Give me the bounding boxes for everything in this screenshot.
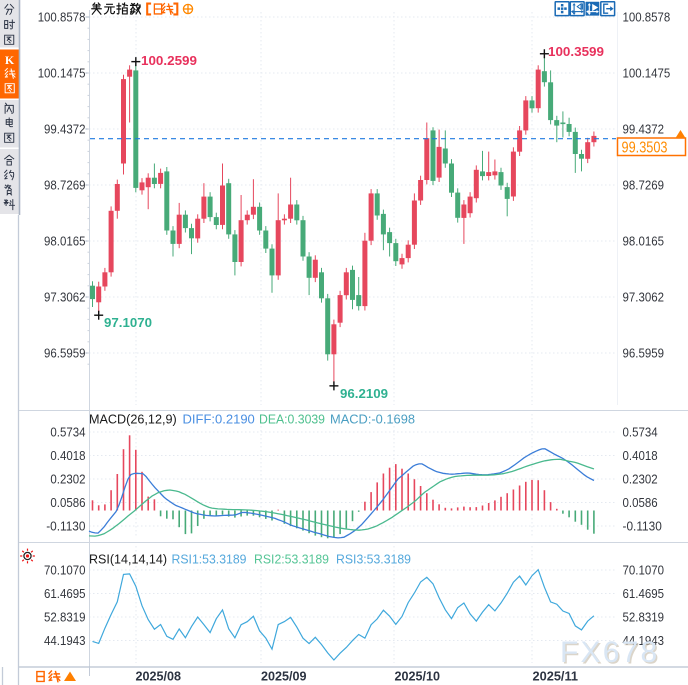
svg-text:98.0165: 98.0165 <box>623 234 665 249</box>
svg-text:99.3503: 99.3503 <box>622 140 668 157</box>
svg-text:100.8578: 100.8578 <box>623 10 671 25</box>
svg-text:100.8578: 100.8578 <box>38 10 86 25</box>
svg-text:0.0586: 0.0586 <box>623 495 658 510</box>
svg-text:70.1070: 70.1070 <box>44 563 86 578</box>
svg-text:2025/10: 2025/10 <box>395 670 441 684</box>
svg-text:2025/11: 2025/11 <box>533 670 579 684</box>
svg-text:99.4372: 99.4372 <box>623 122 665 137</box>
svg-text:FX678: FX678 <box>560 636 659 669</box>
svg-text:70.1070: 70.1070 <box>623 563 665 578</box>
svg-text:100.2599: 100.2599 <box>141 53 197 68</box>
svg-text:0.5734: 0.5734 <box>50 425 85 440</box>
svg-text:MACD:-0.1698: MACD:-0.1698 <box>330 413 415 427</box>
svg-text:99.4372: 99.4372 <box>44 122 86 137</box>
svg-text:2025/08: 2025/08 <box>136 670 182 684</box>
svg-text:0.4018: 0.4018 <box>623 448 658 463</box>
svg-text:0.5734: 0.5734 <box>623 425 658 440</box>
svg-text:RSI3:53.3189: RSI3:53.3189 <box>336 553 411 567</box>
svg-text:96.5959: 96.5959 <box>44 346 86 361</box>
svg-text:RSI(14,14,14): RSI(14,14,14) <box>89 553 167 567</box>
svg-text:K: K <box>5 53 15 67</box>
svg-text:44.1943: 44.1943 <box>623 633 665 648</box>
svg-text:-0.1130: -0.1130 <box>623 519 662 534</box>
svg-text:52.8319: 52.8319 <box>44 610 86 625</box>
svg-text:0.2302: 0.2302 <box>623 472 658 487</box>
svg-text:0.4018: 0.4018 <box>50 448 85 463</box>
svg-text:0.2302: 0.2302 <box>50 472 85 487</box>
svg-text:97.3062: 97.3062 <box>44 290 86 305</box>
svg-text:96.5959: 96.5959 <box>623 346 665 361</box>
svg-text:44.1943: 44.1943 <box>44 633 86 648</box>
svg-text:FX678: FX678 <box>562 638 661 671</box>
svg-text:98.7269: 98.7269 <box>44 178 86 193</box>
svg-text:97.3062: 97.3062 <box>623 290 665 305</box>
svg-text:100.1475: 100.1475 <box>623 66 671 81</box>
svg-text:52.8319: 52.8319 <box>623 610 665 625</box>
svg-text:MACD(26,12,9): MACD(26,12,9) <box>89 413 177 427</box>
svg-text:DIFF:0.2190: DIFF:0.2190 <box>183 413 255 427</box>
svg-text:-0.1130: -0.1130 <box>46 519 85 534</box>
svg-text:100.1475: 100.1475 <box>38 66 86 81</box>
svg-text:0.0586: 0.0586 <box>50 495 85 510</box>
svg-text:100.3599: 100.3599 <box>548 44 604 59</box>
svg-text:DEA:0.3039: DEA:0.3039 <box>259 413 325 427</box>
svg-text:97.1070: 97.1070 <box>104 315 152 330</box>
svg-text:RSI2:53.3189: RSI2:53.3189 <box>254 553 329 567</box>
svg-text:96.2109: 96.2109 <box>340 386 388 401</box>
svg-text:98.7269: 98.7269 <box>623 178 665 193</box>
svg-text:RSI1:53.3189: RSI1:53.3189 <box>172 553 247 567</box>
svg-text:98.0165: 98.0165 <box>44 234 86 249</box>
svg-text:61.4695: 61.4695 <box>44 586 86 601</box>
svg-text:61.4695: 61.4695 <box>623 586 665 601</box>
svg-text:2025/09: 2025/09 <box>261 670 307 684</box>
